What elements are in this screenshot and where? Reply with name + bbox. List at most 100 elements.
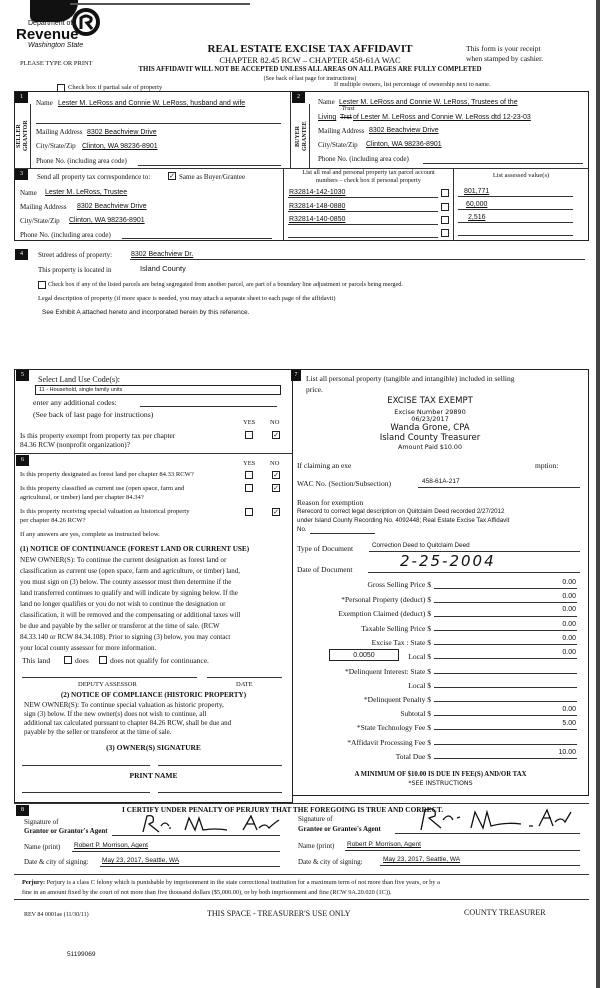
county-field[interactable]: Island County (140, 264, 186, 273)
exempt-no-checkbox[interactable]: ✓ (272, 431, 280, 439)
assessed-value[interactable]: 60,000 (466, 201, 488, 208)
fee-line (434, 758, 577, 759)
seller-name-line2[interactable] (36, 123, 281, 124)
buyer-name-field[interactable]: Lester M. LeRoss and Connie W. LeRoss, T… (339, 99, 518, 106)
local-rate-box[interactable]: 0.0050 (329, 649, 399, 661)
grantor-signature[interactable] (135, 812, 285, 836)
certification-statement: I CERTIFY UNDER PENALTY OF PERJURY THAT … (122, 805, 444, 814)
print-name-line-2[interactable] (158, 792, 282, 793)
grantee-name-field[interactable]: Robert P. Morrison, Agent (347, 841, 421, 848)
date-line[interactable] (207, 677, 282, 678)
doc-type-label: Type of Document (297, 544, 354, 553)
wac-field[interactable]: 458-61A-217 (422, 478, 460, 485)
assessed-value[interactable]: 2,516 (468, 214, 486, 221)
assessed-header: List assessed value(s) (492, 172, 550, 179)
buyer-city-field[interactable]: Clinton, WA 98236-8901 (366, 141, 442, 148)
fee-line[interactable] (434, 701, 577, 702)
seller-mailing-field[interactable]: 8302 Beachview Drive (87, 129, 157, 136)
personal-property-deduct-field[interactable]: 0.00 (562, 593, 576, 600)
subtotal-field[interactable]: 0.00 (562, 706, 576, 713)
taxable-selling-price-field[interactable]: 0.00 (562, 621, 576, 628)
reason-text[interactable]: Rerecord to correct legal description on… (297, 508, 505, 515)
buyer-phone-field[interactable] (423, 163, 583, 164)
exemption-claimed-field[interactable]: 0.00 (562, 606, 576, 613)
gross-selling-price-field[interactable]: 0.00 (562, 579, 576, 586)
reason-text-2[interactable]: under Island County Recording No. 409244… (297, 517, 510, 524)
fee-line[interactable] (434, 687, 577, 688)
value-line[interactable] (458, 235, 573, 236)
historic-yes-checkbox[interactable] (245, 508, 253, 516)
seller-name-field[interactable]: Lester M. LeRoss and Connie W. LeRoss, h… (58, 100, 246, 107)
grantor-signature-line (112, 835, 280, 836)
continuance-text: be due and payable by the seller or tran… (20, 622, 220, 630)
doc-date-field[interactable]: 2-25-2004 (400, 552, 496, 570)
street-field[interactable]: 8302 Beachview Dr. (131, 251, 194, 258)
owner-signature-line[interactable] (22, 765, 150, 766)
buyer-mailing-field[interactable]: 8302 Beachview Drive (369, 127, 439, 134)
additional-codes-field[interactable] (140, 406, 277, 407)
technology-fee-field[interactable]: 5.00 (562, 720, 576, 727)
current-use-question: Is this property classified as current u… (20, 485, 185, 492)
continuance-text: NEW OWNER(S): To continue the current de… (20, 556, 227, 564)
stamp-line4: Wanda Grone, CPA (390, 423, 470, 433)
current-use-no-checkbox[interactable]: ✓ (272, 484, 280, 492)
exempt-yes-checkbox[interactable] (245, 431, 253, 439)
buyer-name-line2[interactable]: of Lester M. LeRoss and Connie W. LeRoss… (353, 114, 531, 121)
owner-signature-line-2[interactable] (158, 765, 282, 766)
forest-no-checkbox[interactable]: ✓ (272, 471, 280, 479)
seller-phone-field[interactable] (138, 165, 281, 166)
grantor-date-label: Date & city of signing: (24, 858, 89, 866)
personal-property-checkbox[interactable] (441, 203, 449, 211)
assessed-value[interactable]: 801,771 (464, 188, 490, 195)
buyer-city-label: City/State/Zip (318, 141, 358, 149)
personal-property-checkbox[interactable] (441, 229, 449, 237)
same-as-buyer-label: Same as Buyer/Grantee (179, 173, 246, 181)
corr-name-field[interactable]: Lester M. LeRoss, Trustee (45, 189, 128, 196)
parcel-number[interactable]: R32814-140-0850 (289, 216, 346, 223)
additional-codes-label: enter any additional codes: (33, 398, 117, 407)
forest-yes-checkbox[interactable] (245, 471, 253, 479)
seller-city-field[interactable]: Clinton, WA 98236-8901 (82, 143, 158, 150)
forest-land-question: Is this property designated as forest la… (20, 471, 194, 478)
deputy-assessor-line[interactable] (22, 677, 197, 678)
grantee-date-label: Date & city of signing: (298, 858, 363, 866)
affidavit-no-line[interactable] (310, 533, 375, 534)
print-name-line[interactable] (22, 792, 150, 793)
segregated-label: Check box if any of the listed parcels a… (48, 281, 403, 288)
grantee-date-field[interactable]: May 23, 2017, Seattle, WA (383, 856, 461, 863)
personal-property-checkbox[interactable] (441, 189, 449, 197)
deputy-assessor-label: DEPUTY ASSESSOR (78, 681, 137, 688)
corr-mailing-field[interactable]: 8302 Beachview Drive (77, 203, 147, 210)
fee-line[interactable] (434, 744, 577, 745)
parcels-header-2: numbers – check box if personal property (316, 177, 421, 184)
parcel-number[interactable]: R32814-148-0880 (289, 203, 346, 210)
segregated-checkbox[interactable] (38, 281, 46, 289)
parcel-number[interactable]: R32814-142-1030 (289, 189, 346, 196)
land-use-code-select[interactable]: 11 - Household, single family units (35, 385, 281, 395)
grantor-signature-label-2: Grantor or Grantor's Agent (24, 827, 108, 835)
corr-city-field[interactable]: Clinton, WA 98236-8901 (69, 217, 145, 224)
grantor-date-field[interactable]: May 23, 2017, Seattle, WA (102, 857, 180, 864)
excise-tax-local-field[interactable]: 0.00 (562, 649, 576, 656)
grantee-name-line (345, 850, 580, 851)
grantor-name-field[interactable]: Robert P. Morrison, Agent (74, 842, 148, 849)
excise-tax-state-field[interactable]: 0.00 (562, 635, 576, 642)
total-due-field[interactable]: 10.00 (558, 749, 576, 756)
parcel-line[interactable] (288, 237, 438, 238)
divider (14, 453, 293, 454)
seller-mailing-label: Mailing Address (36, 128, 83, 136)
fee-line[interactable] (434, 673, 577, 674)
historic-no-checkbox[interactable]: ✓ (272, 508, 280, 516)
same-as-buyer-checkbox[interactable]: ✓ (168, 172, 176, 180)
grantee-signature-line (395, 833, 580, 834)
does-qualify-checkbox[interactable] (64, 656, 72, 664)
corr-phone-field[interactable] (122, 238, 272, 239)
legal-description[interactable]: See Exhibit A attached hereto and incorp… (42, 309, 250, 316)
doc-type-field[interactable]: Correction Deed to Quitclaim Deed (372, 542, 470, 549)
personal-property-checkbox[interactable] (441, 216, 449, 224)
yes-header: YES (243, 460, 256, 467)
does-not-label: does not qualify for continuance. (110, 656, 209, 665)
current-use-yes-checkbox[interactable] (245, 484, 253, 492)
grantee-signature[interactable] (415, 806, 575, 832)
does-not-qualify-checkbox[interactable] (99, 656, 107, 664)
